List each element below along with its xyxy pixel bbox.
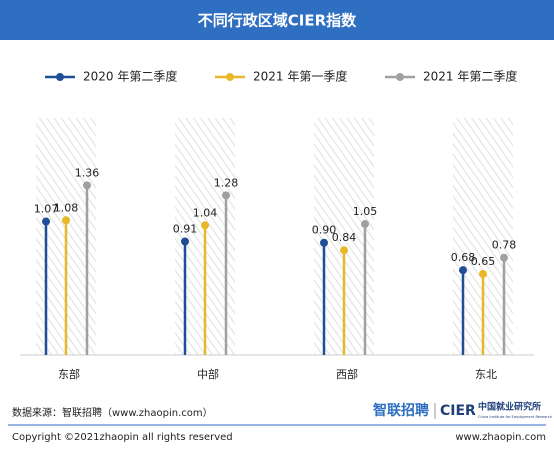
dot <box>479 269 487 278</box>
x-tick-label: 西部 <box>336 367 358 381</box>
logo-cier-en: China Institute for Employment Research <box>478 415 552 419</box>
legend-label: 2021 年第一季度 <box>253 69 347 84</box>
dot <box>201 221 209 230</box>
value-label: 0.68 <box>451 251 476 264</box>
value-label: 1.07 <box>34 203 59 216</box>
x-tick-label: 东部 <box>58 367 80 381</box>
dot <box>62 216 70 225</box>
logo-cier-cn: 中国就业研究所 <box>478 401 541 413</box>
value-label: 0.78 <box>492 239 517 252</box>
chart-title: 不同行政区域CIER指数 <box>198 12 357 30</box>
value-label: 1.08 <box>54 201 79 214</box>
x-tick-label: 东北 <box>475 368 497 381</box>
legend-dot <box>396 73 404 81</box>
dot <box>340 246 348 255</box>
dot <box>181 237 189 246</box>
dot <box>42 217 50 226</box>
value-label: 0.91 <box>173 222 198 235</box>
legend-dot <box>56 73 64 81</box>
dot <box>361 220 369 229</box>
value-label: 0.90 <box>312 224 337 237</box>
title-bar <box>0 0 554 40</box>
dot <box>222 191 230 200</box>
copyright: Copyright ©2021zhaopin all rights reserv… <box>12 432 233 443</box>
value-label: 0.84 <box>332 231 357 244</box>
dot <box>320 238 328 247</box>
source: 数据来源：智联招聘（www.zhaopin.com） <box>12 406 213 419</box>
legend-label: 2021 年第二季度 <box>423 69 517 84</box>
legend-dot <box>226 73 234 81</box>
value-label: 1.04 <box>193 206 218 219</box>
legend-label: 2020 年第二季度 <box>83 69 177 84</box>
value-label: 1.28 <box>214 176 239 189</box>
dot <box>500 253 508 262</box>
logo-zhaopin: 智联招聘 <box>372 402 429 419</box>
dot <box>83 181 91 190</box>
website: www.zhaopin.com <box>455 432 546 443</box>
value-label: 1.05 <box>353 205 378 218</box>
logo-cier: CIER <box>440 403 476 419</box>
dot <box>459 266 467 275</box>
x-tick-label: 中部 <box>197 367 219 381</box>
value-label: 1.36 <box>75 166 100 179</box>
value-label: 0.65 <box>471 255 496 268</box>
